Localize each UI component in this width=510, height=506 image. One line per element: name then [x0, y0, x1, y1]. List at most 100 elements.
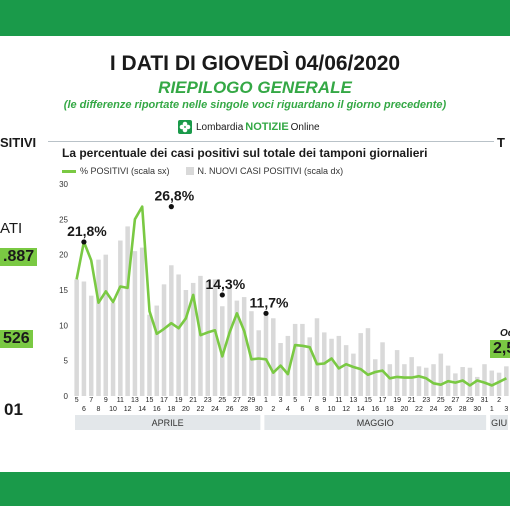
x-tick-label: 10 [328, 406, 336, 413]
x-tick-label: 16 [153, 406, 161, 413]
bar [365, 328, 371, 396]
y-tick-label: 30 [59, 180, 68, 189]
bar [190, 282, 196, 396]
bar [496, 372, 502, 396]
left-value1-cut: .887 [0, 248, 38, 266]
x-tick-label: 18 [167, 406, 175, 413]
x-tick-label: 2 [497, 397, 501, 404]
y-tick-label: 20 [59, 251, 68, 260]
bar [394, 350, 400, 396]
legend-line-label: % POSITIVI (scala sx) [80, 166, 170, 176]
data-label: 26,8% [154, 188, 194, 204]
x-tick-label: 9 [322, 397, 326, 404]
bar [154, 305, 160, 396]
x-tick-label: 1 [490, 406, 494, 413]
y-tick-label: 10 [59, 321, 68, 330]
logo-prefix: Lombardia [196, 121, 244, 133]
x-tick-label: 5 [75, 397, 79, 404]
x-tick-label: 23 [422, 397, 430, 404]
bar [125, 226, 130, 396]
chart-legend: % POSITIVI (scala sx) N. NUOVI CASI POSI… [62, 166, 343, 176]
x-tick-label: 28 [240, 406, 248, 413]
legend-line-swatch [62, 169, 76, 173]
bar [474, 376, 480, 396]
x-tick-label: 30 [255, 406, 263, 413]
month-band [490, 415, 508, 430]
x-tick-label: 5 [293, 397, 297, 404]
month-label: MAGGIO [357, 418, 394, 428]
bar [103, 254, 109, 396]
y-tick-label: 15 [59, 286, 68, 295]
bar [183, 290, 189, 396]
bar [438, 353, 444, 396]
page-subtitle: RIEPILOGO GENERALE [158, 78, 352, 97]
x-tick-label: 31 [481, 397, 489, 404]
bar [263, 315, 269, 396]
data-label: 14,3% [205, 276, 245, 292]
bar [176, 274, 181, 396]
x-tick-label: 19 [393, 397, 401, 404]
x-tick-label: 25 [437, 397, 445, 404]
bar [431, 364, 436, 396]
x-tick-label: 12 [342, 406, 350, 413]
bar [467, 367, 473, 396]
annotation-marker [219, 292, 225, 298]
bar [307, 337, 312, 396]
bar [205, 281, 210, 396]
top-band [0, 0, 510, 36]
x-tick-label: 7 [308, 397, 312, 404]
x-tick-label: 2 [271, 406, 275, 413]
x-tick-label: 7 [89, 397, 93, 404]
bar [387, 364, 393, 396]
x-tick-label: 20 [400, 406, 408, 413]
data-label: 11,7% [250, 294, 289, 310]
y-tick-label: 25 [59, 215, 68, 224]
x-tick-label: 22 [415, 406, 423, 413]
clover-icon [178, 120, 192, 134]
bar [482, 364, 487, 396]
bar [402, 364, 407, 396]
x-tick-label: 13 [131, 397, 139, 404]
x-tick-label: 19 [175, 397, 183, 404]
bar [292, 323, 298, 396]
x-tick-label: 11 [117, 397, 124, 404]
bar [300, 323, 305, 396]
x-tick-label: 13 [350, 397, 358, 404]
bar [489, 370, 495, 396]
month-band [75, 415, 261, 430]
bar [169, 265, 174, 396]
header-note: (le differenze riportate nelle singole v… [63, 99, 447, 111]
x-tick-label: 10 [109, 406, 117, 413]
content-panel [0, 36, 510, 472]
bar [161, 284, 167, 396]
bar [271, 318, 276, 396]
x-tick-label: 17 [379, 397, 387, 404]
x-tick-label: 3 [279, 397, 283, 404]
divider [48, 141, 494, 142]
month-band [264, 415, 487, 430]
x-tick-label: 14 [357, 406, 365, 413]
month-label: APRILE [152, 418, 184, 428]
chart-title: La percentuale dei casi positivi sul tot… [62, 146, 428, 160]
legend-bar-swatch [185, 167, 194, 175]
bar [256, 330, 261, 396]
data-label: 21,8% [67, 223, 107, 239]
x-tick-label: 21 [189, 397, 197, 404]
x-tick-label: 24 [211, 406, 219, 413]
x-tick-label: 18 [386, 406, 394, 413]
bar [74, 279, 79, 396]
bar [110, 302, 116, 396]
bar [212, 279, 218, 396]
bar [147, 314, 152, 396]
bar [423, 367, 429, 396]
x-tick-label: 24 [430, 406, 438, 413]
logo-suffix: Online [290, 121, 320, 133]
bar [132, 251, 138, 396]
x-tick-label: 15 [364, 397, 372, 404]
x-tick-label: 25 [218, 397, 226, 404]
bar [358, 333, 363, 396]
bar [504, 366, 509, 396]
annotation-marker [168, 204, 174, 210]
bar [278, 343, 283, 396]
